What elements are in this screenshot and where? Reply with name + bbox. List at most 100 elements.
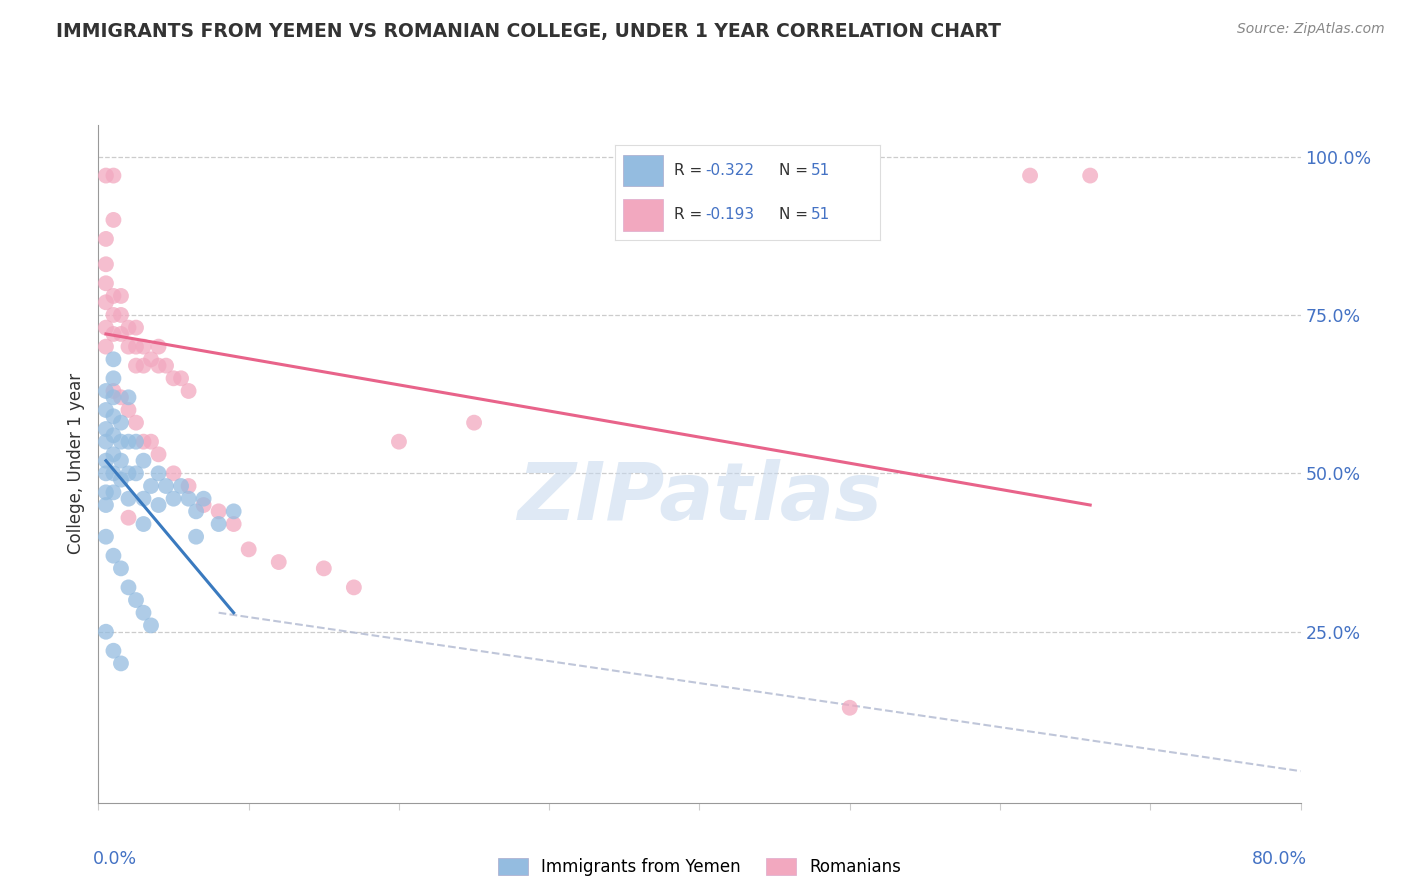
Point [193, 498, 215, 512]
Point [155, 359, 177, 373]
Point [103, 326, 125, 341]
Point [94, 320, 117, 334]
Point [148, 447, 170, 461]
Point [125, 320, 148, 334]
Point [103, 549, 125, 563]
Point [103, 289, 125, 303]
Point [94, 277, 117, 291]
Point [117, 320, 139, 334]
Point [110, 434, 132, 449]
Point [162, 371, 184, 385]
Point [94, 403, 117, 417]
Point [103, 409, 125, 424]
Point [103, 428, 125, 442]
Point [103, 308, 125, 322]
Point [110, 390, 132, 404]
Text: 80.0%: 80.0% [1251, 850, 1306, 868]
Point [94, 467, 117, 481]
Text: -0.322: -0.322 [706, 163, 754, 178]
Point [110, 473, 132, 487]
Point [132, 491, 155, 506]
Point [177, 479, 200, 493]
Point [222, 516, 245, 531]
Y-axis label: College, Under 1 year: College, Under 1 year [67, 373, 86, 555]
Point [1078, 169, 1101, 183]
Point [388, 434, 411, 449]
Point [117, 467, 139, 481]
Point [94, 485, 117, 500]
Point [267, 555, 290, 569]
Point [162, 467, 184, 481]
Text: IMMIGRANTS FROM YEMEN VS ROMANIAN COLLEGE, UNDER 1 YEAR CORRELATION CHART: IMMIGRANTS FROM YEMEN VS ROMANIAN COLLEG… [56, 22, 1001, 41]
Legend: Immigrants from Yemen, Romanians: Immigrants from Yemen, Romanians [491, 851, 908, 882]
Point [103, 384, 125, 398]
Point [110, 657, 132, 671]
Point [103, 644, 125, 658]
Point [103, 467, 125, 481]
Text: 51: 51 [811, 207, 831, 222]
Point [343, 581, 366, 595]
Point [110, 561, 132, 575]
Point [155, 479, 177, 493]
Text: 51: 51 [811, 163, 831, 178]
Text: ZIPatlas: ZIPatlas [517, 458, 882, 537]
Point [170, 479, 193, 493]
Point [162, 491, 184, 506]
Point [110, 416, 132, 430]
Point [110, 326, 132, 341]
Point [117, 390, 139, 404]
Point [184, 530, 207, 544]
Point [208, 516, 231, 531]
Point [94, 434, 117, 449]
Point [103, 371, 125, 385]
Point [117, 403, 139, 417]
Point [139, 434, 162, 449]
Point [312, 561, 335, 575]
Point [177, 384, 200, 398]
Point [125, 467, 148, 481]
Point [1019, 169, 1042, 183]
Point [94, 232, 117, 246]
Point [838, 700, 860, 714]
Point [117, 510, 139, 524]
Text: Source: ZipAtlas.com: Source: ZipAtlas.com [1237, 22, 1385, 37]
Point [110, 289, 132, 303]
Point [94, 257, 117, 271]
Point [148, 498, 170, 512]
Point [103, 390, 125, 404]
Point [94, 530, 117, 544]
Point [117, 340, 139, 354]
Bar [623, 199, 664, 231]
Point [208, 504, 231, 518]
Text: -0.193: -0.193 [706, 207, 755, 222]
Point [94, 624, 117, 639]
Point [94, 340, 117, 354]
Point [463, 416, 485, 430]
Text: R =: R = [673, 207, 707, 222]
Point [139, 479, 162, 493]
Point [103, 169, 125, 183]
Point [139, 352, 162, 367]
Point [148, 340, 170, 354]
Bar [623, 154, 664, 186]
Point [125, 359, 148, 373]
Point [117, 581, 139, 595]
Point [94, 169, 117, 183]
Point [125, 416, 148, 430]
Point [132, 340, 155, 354]
Point [170, 371, 193, 385]
Point [117, 491, 139, 506]
Point [103, 352, 125, 367]
Point [103, 485, 125, 500]
Text: 0.0%: 0.0% [93, 850, 136, 868]
Text: N =: N = [779, 163, 813, 178]
Point [222, 504, 245, 518]
Point [238, 542, 260, 557]
Point [125, 340, 148, 354]
Point [94, 422, 117, 436]
Point [148, 359, 170, 373]
Point [132, 453, 155, 467]
Text: N =: N = [779, 207, 813, 222]
Point [193, 491, 215, 506]
Point [94, 453, 117, 467]
